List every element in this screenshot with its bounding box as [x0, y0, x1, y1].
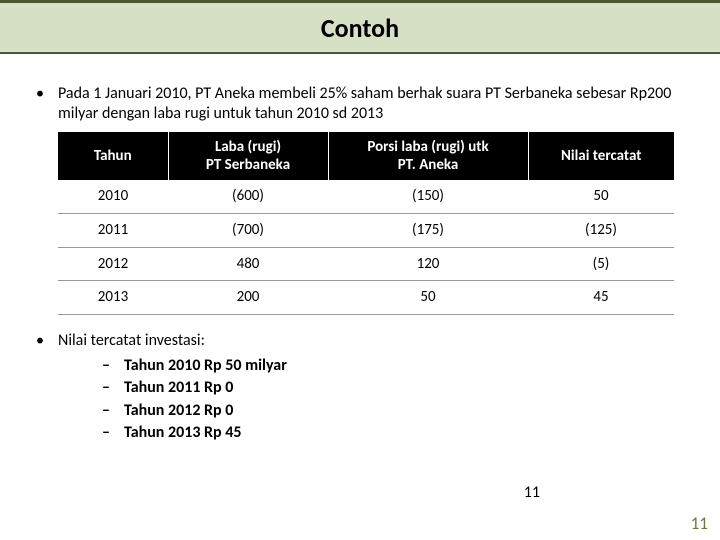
dash-icon: –: [102, 355, 124, 377]
table-cell: 45: [528, 281, 674, 315]
table-cell: 2011: [58, 213, 168, 247]
list-item-label: Tahun 2011 Rp 0: [124, 377, 233, 399]
table-cell: (700): [168, 213, 328, 247]
table-body: 2010(600)(150)502011(700)(175)(125)20124…: [58, 180, 674, 315]
table-cell: (150): [328, 180, 528, 213]
table-cell: (600): [168, 180, 328, 213]
dash-icon: –: [102, 422, 124, 444]
table-col-header: Porsi laba (rugi) utkPT. Aneka: [328, 132, 528, 180]
dash-icon: –: [102, 400, 124, 422]
page-number-center: 11: [524, 483, 540, 502]
table-col-header: Laba (rugi)PT Serbaneka: [168, 132, 328, 180]
bullet-item-1: • Pada 1 Januari 2010, PT Aneka membeli …: [36, 84, 684, 124]
bullet-1-text: Pada 1 Januari 2010, PT Aneka membeli 25…: [58, 84, 684, 124]
bullet-icon: •: [36, 84, 58, 124]
table-cell: (175): [328, 213, 528, 247]
table-cell: 2013: [58, 281, 168, 315]
bullet-2-text: Nilai tercatat investasi:: [58, 331, 205, 350]
table-col-header: Tahun: [58, 132, 168, 180]
table-row: 20132005045: [58, 281, 674, 315]
table-cell: (125): [528, 213, 674, 247]
table-row: 2010(600)(150)50: [58, 180, 674, 213]
table-cell: 50: [528, 180, 674, 213]
dash-icon: –: [102, 377, 124, 399]
bullet-item-2: • Nilai tercatat investasi: –Tahun 2010 …: [36, 331, 684, 445]
page-number-corner: 11: [691, 513, 708, 534]
content-area: • Pada 1 Januari 2010, PT Aneka membeli …: [0, 54, 720, 445]
table-row: 2011(700)(175)(125): [58, 213, 674, 247]
sub-list: –Tahun 2010 Rp 50 milyar–Tahun 2011 Rp 0…: [102, 355, 684, 445]
table-cell: 480: [168, 247, 328, 281]
table-row: 2012480120(5): [58, 247, 674, 281]
list-item: –Tahun 2010 Rp 50 milyar: [102, 355, 684, 377]
list-item: –Tahun 2013 Rp 45: [102, 422, 684, 444]
table-cell: 2012: [58, 247, 168, 281]
table-cell: 200: [168, 281, 328, 315]
list-item-label: Tahun 2010 Rp 50 milyar: [124, 355, 287, 377]
list-item: –Tahun 2012 Rp 0: [102, 400, 684, 422]
list-item-label: Tahun 2013 Rp 45: [124, 422, 241, 444]
bullet-icon: •: [36, 331, 58, 445]
table-cell: 120: [328, 247, 528, 281]
table-cell: 50: [328, 281, 528, 315]
table-cell: (5): [528, 247, 674, 281]
table-col-header: Nilai tercatat: [528, 132, 674, 180]
list-item: –Tahun 2011 Rp 0: [102, 377, 684, 399]
table-header: TahunLaba (rugi)PT SerbanekaPorsi laba (…: [58, 132, 674, 180]
title-bar: Contoh: [0, 0, 720, 54]
data-table: TahunLaba (rugi)PT SerbanekaPorsi laba (…: [58, 132, 674, 315]
list-item-label: Tahun 2012 Rp 0: [124, 400, 233, 422]
page-title: Contoh: [321, 12, 399, 44]
table-cell: 2010: [58, 180, 168, 213]
